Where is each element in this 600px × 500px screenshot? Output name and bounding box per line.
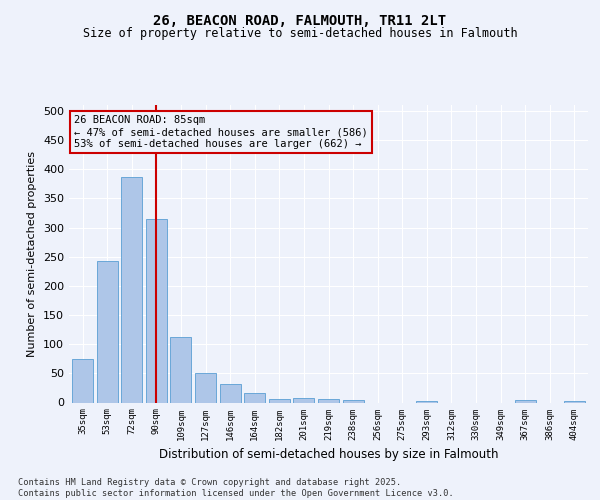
- Text: 26, BEACON ROAD, FALMOUTH, TR11 2LT: 26, BEACON ROAD, FALMOUTH, TR11 2LT: [154, 14, 446, 28]
- Bar: [72, 359, 93, 403]
- Text: Contains HM Land Registry data © Crown copyright and database right 2025.
Contai: Contains HM Land Registry data © Crown c…: [18, 478, 454, 498]
- Bar: [269, 399, 290, 402]
- Text: Size of property relative to semi-detached houses in Falmouth: Size of property relative to semi-detach…: [83, 28, 517, 40]
- Bar: [244, 393, 265, 402]
- Bar: [343, 400, 364, 402]
- Bar: [515, 400, 536, 402]
- Bar: [220, 384, 241, 402]
- Bar: [170, 336, 191, 402]
- Y-axis label: Number of semi-detached properties: Number of semi-detached properties: [28, 151, 37, 357]
- X-axis label: Distribution of semi-detached houses by size in Falmouth: Distribution of semi-detached houses by …: [159, 448, 498, 461]
- Bar: [416, 401, 437, 402]
- Bar: [293, 398, 314, 402]
- Bar: [97, 261, 118, 402]
- Text: 26 BEACON ROAD: 85sqm
← 47% of semi-detached houses are smaller (586)
53% of sem: 26 BEACON ROAD: 85sqm ← 47% of semi-deta…: [74, 116, 368, 148]
- Bar: [121, 177, 142, 402]
- Bar: [318, 399, 339, 402]
- Bar: [146, 219, 167, 402]
- Bar: [195, 374, 216, 402]
